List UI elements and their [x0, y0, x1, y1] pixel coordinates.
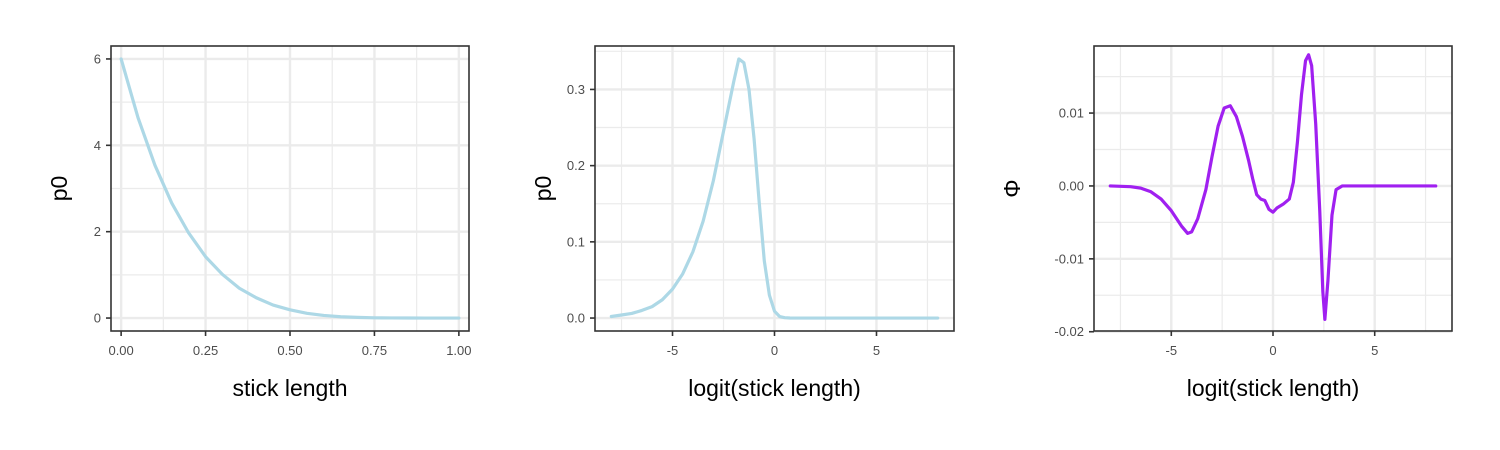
series-line [609, 57, 940, 320]
grid [111, 46, 469, 331]
series-line [1108, 53, 1438, 321]
panel-phi-vs-logit: -5 0 5 -0.02 -0.01 0.00 0.01 logit(stick length… [999, 45, 1453, 401]
y-axis-title: p0 [46, 176, 72, 202]
x-tick-label: -5 [667, 343, 679, 358]
y-tick-label: 0.01 [1059, 106, 1084, 121]
y-tick-label: -0.02 [1054, 324, 1084, 339]
x-tick-label: -5 [1166, 343, 1178, 358]
y-tick-label: 0.3 [567, 82, 585, 97]
x-tick-label: 0 [1269, 343, 1276, 358]
x-axis-title: logit(stick length) [1187, 375, 1360, 401]
y-tick-label: 0.00 [1059, 178, 1084, 193]
panel-p0-vs-logit: -5 0 5 0.0 0.1 0.2 0.3 logit(stick length) p0 [530, 45, 955, 401]
y-axis-title: Φ [999, 179, 1025, 197]
y-tick-label: 6 [94, 51, 101, 66]
y-tick-label: 0.2 [567, 158, 585, 173]
y-tick-label: 4 [94, 138, 101, 153]
panel-p0-vs-stick-length: 0.00 0.25 0.50 0.75 1.00 0 2 4 6 stick length p0 [46, 45, 472, 401]
x-axis-title: stick length [232, 375, 347, 401]
y-tick-label: 2 [94, 224, 101, 239]
x-axis-title: logit(stick length) [688, 375, 861, 401]
x-tick-label: 0.25 [193, 343, 218, 358]
y-tick-label: 0 [94, 311, 101, 326]
x-tick-label: 0.00 [108, 343, 133, 358]
x-tick-label: 0.75 [362, 343, 387, 358]
x-tick-label: 0 [771, 343, 778, 358]
grid [595, 46, 954, 331]
y-tick-label: 0.1 [567, 234, 585, 249]
series-line [119, 57, 461, 320]
x-tick-label: 1.00 [446, 343, 471, 358]
x-tick-label: 5 [1371, 343, 1378, 358]
x-tick-label: 0.50 [277, 343, 302, 358]
x-tick-label: 5 [873, 343, 880, 358]
y-tick-label: 0.0 [567, 311, 585, 326]
y-axis-title: p0 [530, 176, 556, 202]
y-tick-label: -0.01 [1054, 251, 1084, 266]
